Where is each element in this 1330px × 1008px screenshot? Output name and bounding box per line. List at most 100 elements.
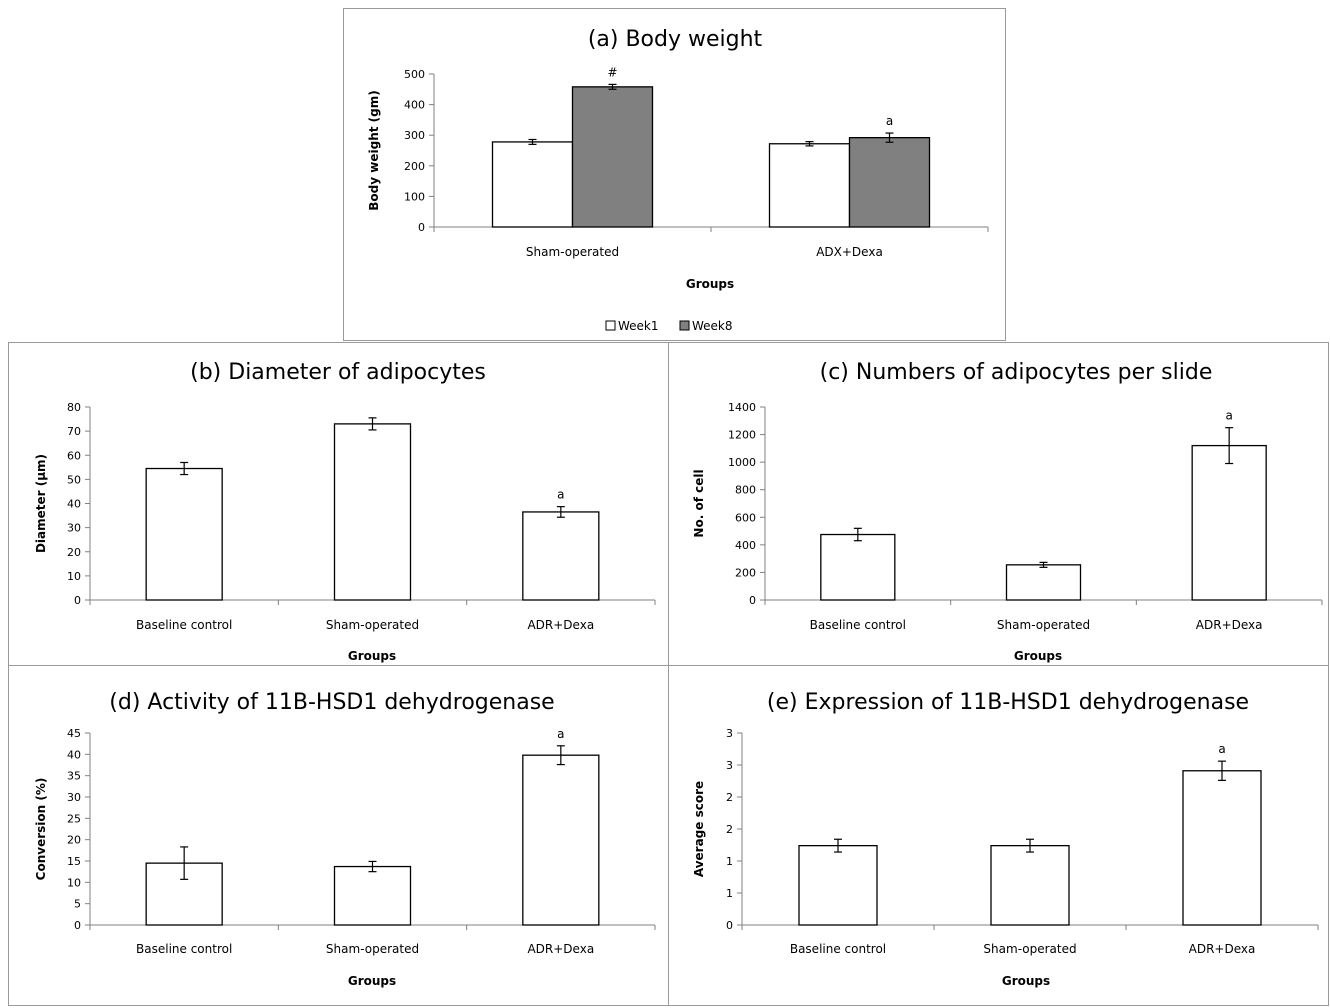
x-category-label: ADR+Dexa — [1196, 618, 1263, 632]
x-category-label: ADR+Dexa — [527, 618, 594, 632]
y-tick-label: 30 — [67, 791, 81, 804]
significance-mark: a — [1225, 409, 1232, 423]
y-tick-label: 0 — [74, 594, 81, 607]
y-tick-label: 100 — [404, 190, 425, 203]
x-axis-label: Groups — [686, 277, 734, 291]
y-tick-label: 40 — [67, 748, 81, 761]
y-tick-label: 10 — [67, 876, 81, 889]
y-tick-label: 30 — [67, 522, 81, 535]
y-tick-label: 15 — [67, 855, 81, 868]
x-category-label: Sham-operated — [326, 618, 419, 632]
legend-swatch — [679, 320, 690, 331]
legend-label: Week8 — [692, 319, 733, 333]
significance-mark: a — [886, 114, 893, 128]
x-axis-label: Groups — [348, 974, 396, 988]
chart-title: (c) Numbers of adipocytes per slide — [820, 360, 1213, 385]
x-category-label: Baseline control — [136, 942, 232, 956]
y-tick-label: 0 — [418, 221, 425, 234]
y-tick-label: 400 — [404, 99, 425, 112]
y-tick-label: 600 — [735, 511, 756, 524]
bar — [820, 533, 896, 601]
y-tick-label: 1200 — [728, 429, 756, 442]
y-tick-label: 20 — [67, 834, 81, 847]
y-tick-label: 45 — [67, 727, 81, 740]
x-category-label: ADR+Dexa — [1189, 942, 1256, 956]
bar — [145, 467, 223, 601]
y-tick-label: 10 — [67, 570, 81, 583]
bar — [1182, 770, 1262, 926]
y-axis-label: Body weight (gm) — [367, 90, 381, 210]
y-tick-label: 400 — [735, 539, 756, 552]
y-tick-label: 35 — [67, 770, 81, 783]
chart-c: (c) Numbers of adipocytes per slide 0 200 4… — [692, 360, 1323, 663]
y-tick-label: 2 — [726, 791, 733, 804]
y-tick-label: 200 — [735, 566, 756, 579]
x-category-label: ADX+Dexa — [816, 245, 883, 259]
y-tick-label: 2 — [726, 823, 733, 836]
y-tick-label: 500 — [404, 68, 425, 81]
chart-e: (e) Expression of 11B-HSD1 dehydrogenase… — [692, 690, 1319, 988]
bar — [990, 844, 1070, 926]
bar — [522, 754, 600, 926]
significance-mark: # — [607, 65, 617, 79]
x-category-label: Sham-operated — [983, 942, 1076, 956]
significance-mark: a — [557, 488, 564, 502]
chart-b: (b) Diameter of adipocytes 0 10 20 30 40 50 60 7… — [34, 360, 656, 663]
y-tick-label: 70 — [67, 425, 81, 438]
y-tick-label: 3 — [726, 727, 733, 740]
y-tick-label: 40 — [67, 498, 81, 511]
y-tick-label: 60 — [67, 449, 81, 462]
chart-title: (e) Expression of 11B-HSD1 dehydrogenase — [767, 690, 1249, 715]
x-axis-label: Groups — [1002, 974, 1050, 988]
y-tick-label: 800 — [735, 484, 756, 497]
y-axis-label: Conversion (%) — [34, 778, 48, 881]
x-category-label: Baseline control — [810, 618, 906, 632]
x-axis-label: Groups — [1014, 649, 1062, 663]
chart-d: (d) Activity of 11B-HSD1 dehydrogenase 0 5… — [34, 690, 656, 988]
bar — [768, 143, 851, 228]
y-tick-label: 3 — [726, 759, 733, 772]
bar — [848, 136, 931, 228]
chart-title: (d) Activity of 11B-HSD1 dehydrogenase — [109, 690, 554, 715]
y-tick-label: 0 — [726, 919, 733, 932]
chart-title: (b) Diameter of adipocytes — [190, 360, 486, 385]
bar — [522, 511, 600, 601]
bar — [1191, 444, 1267, 601]
y-tick-label: 1400 — [728, 401, 756, 414]
panel-e-frame — [668, 665, 1329, 1006]
x-category-label: Sham-operated — [526, 245, 619, 259]
bar — [333, 865, 412, 926]
y-tick-label: 25 — [67, 812, 81, 825]
x-category-label: Sham-operated — [326, 942, 419, 956]
legend-label: Week1 — [618, 319, 659, 333]
bar — [571, 86, 654, 228]
x-axis-label: Groups — [348, 649, 396, 663]
y-tick-label: 0 — [74, 919, 81, 932]
bar — [798, 844, 878, 926]
y-tick-label: 1 — [726, 887, 733, 900]
y-tick-label: 5 — [74, 898, 81, 911]
y-tick-label: 0 — [749, 594, 756, 607]
x-category-label: Baseline control — [136, 618, 232, 632]
significance-mark: a — [1218, 742, 1225, 756]
legend-swatch — [605, 320, 616, 331]
x-category-label: Sham-operated — [997, 618, 1090, 632]
y-tick-label: 50 — [67, 473, 81, 486]
y-tick-label: 20 — [67, 546, 81, 559]
panel-a-frame — [343, 8, 1006, 341]
bar — [333, 423, 412, 601]
y-axis-label: Diameter (µm) — [34, 454, 48, 553]
y-tick-label: 80 — [67, 401, 81, 414]
bar — [491, 141, 574, 228]
y-tick-label: 300 — [404, 129, 425, 142]
bar — [1005, 564, 1082, 601]
y-axis-label: Average score — [692, 781, 706, 877]
y-tick-label: 200 — [404, 160, 425, 173]
chart-title: (a) Body weight — [588, 27, 763, 52]
y-axis-label: No. of cell — [692, 469, 706, 537]
y-tick-label: 1 — [726, 855, 733, 868]
chart-a: (a) Body weight 0 100 200 300 400 500 Body weig… — [367, 27, 989, 333]
x-category-label: Baseline control — [790, 942, 886, 956]
x-category-label: ADR+Dexa — [527, 942, 594, 956]
